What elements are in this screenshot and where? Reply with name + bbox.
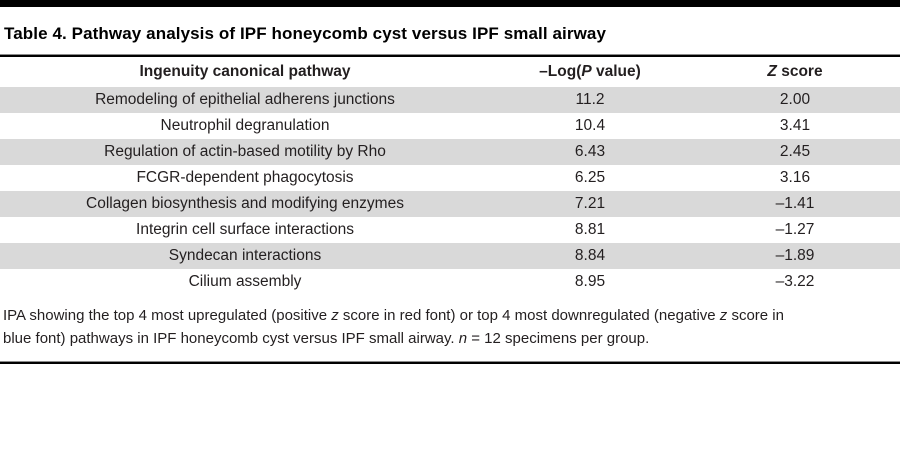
zscore-cell: –3.22 (775, 273, 815, 291)
table-row: Integrin cell surface interactions 8.81 … (0, 217, 900, 243)
pathway-cell: Remodeling of epithelial adherens juncti… (95, 91, 395, 109)
table-title: Table 4. Pathway analysis of IPF honeyco… (4, 24, 607, 43)
neglogp-cell: 6.43 (574, 143, 606, 161)
zscore-cell: 2.00 (779, 91, 811, 109)
pathway-cell: FCGR-dependent phagocytosis (136, 169, 354, 187)
zscore-cell: 3.16 (779, 169, 811, 187)
column-header-pathway: Ingenuity canonical pathway (139, 63, 351, 81)
neglogp-cell: 8.84 (574, 247, 606, 265)
title-divider-rule (0, 54, 900, 57)
caption-line-1: IPA showing the top 4 most upregulated (… (3, 307, 784, 324)
table-row: Syndecan interactions 8.84 –1.89 (0, 243, 900, 269)
neglogp-cell: 10.4 (574, 117, 606, 135)
neglogp-cell: 11.2 (575, 91, 605, 109)
pathway-cell: Neutrophil degranulation (160, 117, 330, 135)
zscore-cell: 2.45 (779, 143, 811, 161)
table-row: FCGR-dependent phagocytosis 6.25 3.16 (0, 165, 900, 191)
table-row: Remodeling of epithelial adherens juncti… (0, 87, 900, 113)
table-caption: IPA showing the top 4 most upregulated (… (0, 295, 900, 350)
pathway-cell: Cilium assembly (188, 273, 302, 291)
neglogp-cell: 7.21 (574, 195, 606, 213)
table-body: Remodeling of epithelial adherens juncti… (0, 87, 900, 295)
neglogp-cell: 8.95 (574, 273, 606, 291)
caption-line-2: blue font) pathways in IPF honeycomb cys… (3, 330, 650, 347)
pathway-cell: Syndecan interactions (168, 247, 322, 265)
top-black-rule (0, 0, 900, 7)
zscore-cell: –1.41 (775, 195, 815, 213)
table-title-block: Table 4. Pathway analysis of IPF honeyco… (0, 7, 900, 54)
column-header-zscore: Z score (767, 63, 823, 81)
neglogp-cell: 8.81 (574, 221, 606, 239)
table-row: Neutrophil degranulation 10.4 3.41 (0, 113, 900, 139)
pathway-table: Ingenuity canonical pathway –Log(P value… (0, 57, 900, 295)
zscore-cell: –1.89 (775, 247, 815, 265)
table-header-row: Ingenuity canonical pathway –Log(P value… (0, 57, 900, 87)
table-row: Cilium assembly 8.95 –3.22 (0, 269, 900, 295)
zscore-cell: –1.27 (775, 221, 815, 239)
bottom-black-rule (0, 361, 900, 364)
pathway-cell: Regulation of actin-based motility by Rh… (104, 143, 386, 161)
column-header-neglogp: –Log(P value) (539, 63, 641, 81)
neglogp-cell: 6.25 (574, 169, 606, 187)
table-row: Regulation of actin-based motility by Rh… (0, 139, 900, 165)
pathway-cell: Integrin cell surface interactions (136, 221, 354, 239)
pathway-cell: Collagen biosynthesis and modifying enzy… (86, 195, 404, 213)
zscore-cell: 3.41 (779, 117, 811, 135)
table-row: Collagen biosynthesis and modifying enzy… (0, 191, 900, 217)
